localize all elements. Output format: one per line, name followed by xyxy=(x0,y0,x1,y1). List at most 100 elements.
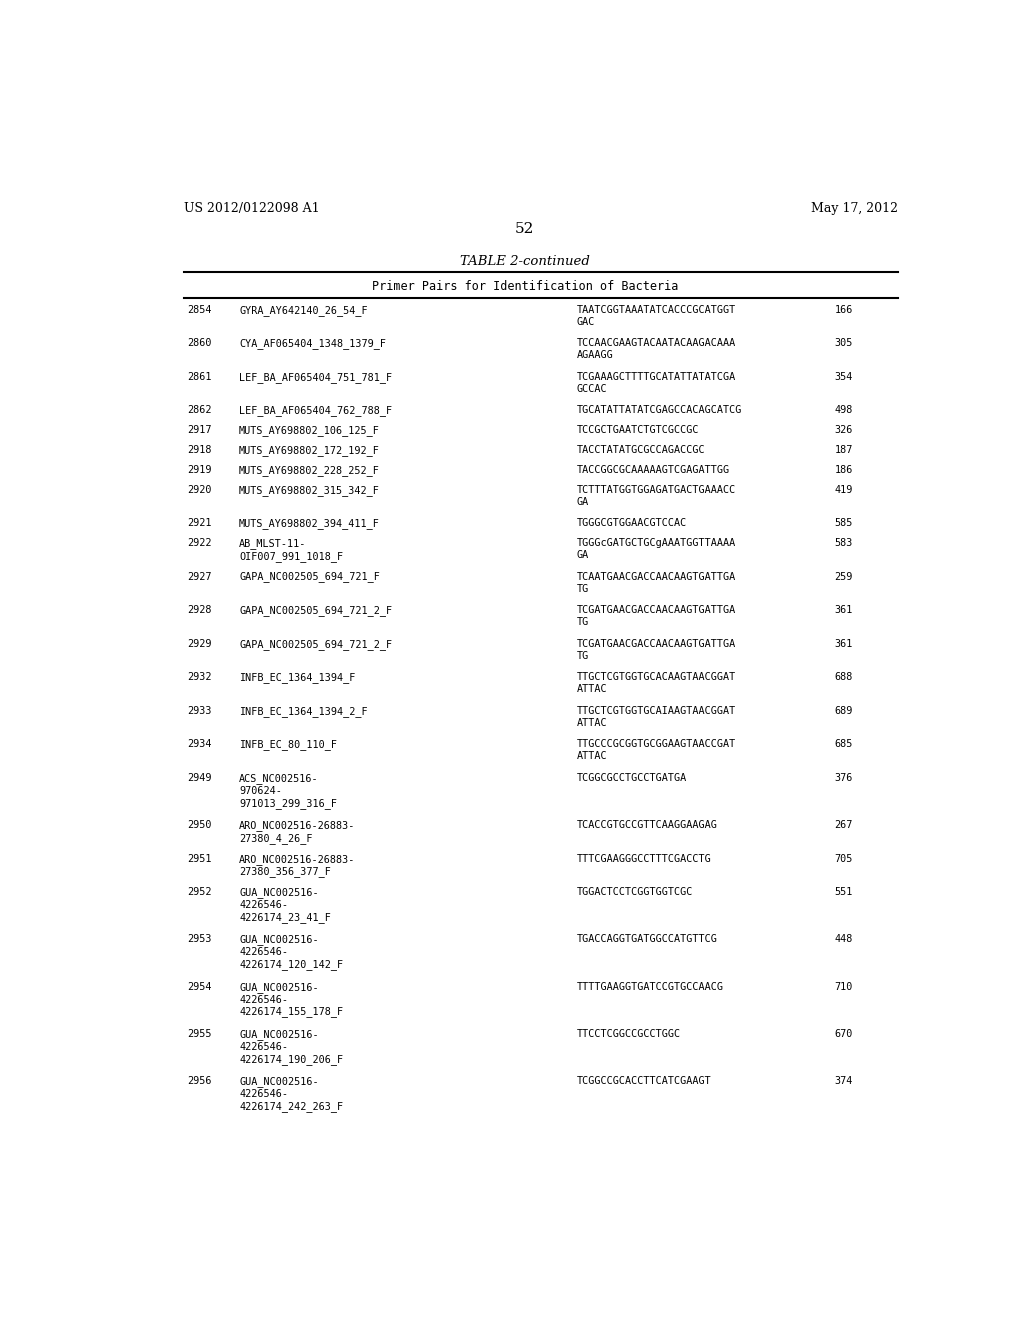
Text: 2952: 2952 xyxy=(187,887,212,898)
Text: 361: 361 xyxy=(835,639,853,648)
Text: TACCTATATGCGCCAGACCGC: TACCTATATGCGCCAGACCGC xyxy=(577,445,705,455)
Text: 374: 374 xyxy=(835,1076,853,1086)
Text: 305: 305 xyxy=(835,338,853,348)
Text: CYA_AF065404_1348_1379_F: CYA_AF065404_1348_1379_F xyxy=(240,338,386,350)
Text: TTCCTCGGCCGCCTGGC: TTCCTCGGCCGCCTGGC xyxy=(577,1030,681,1039)
Text: 2934: 2934 xyxy=(187,739,212,750)
Text: MUTS_AY698802_172_192_F: MUTS_AY698802_172_192_F xyxy=(240,445,380,455)
Text: ACS_NC002516-
970624-
971013_299_316_F: ACS_NC002516- 970624- 971013_299_316_F xyxy=(240,772,337,809)
Text: TTGCCCGCGGTGCGGAAGTAACCGAT
ATTAC: TTGCCCGCGGTGCGGAAGTAACCGAT ATTAC xyxy=(577,739,735,762)
Text: TTGCTCGTGGTGCAIAAGTAACGGAT
ATTAC: TTGCTCGTGGTGCAIAAGTAACGGAT ATTAC xyxy=(577,706,735,727)
Text: 685: 685 xyxy=(835,739,853,750)
Text: GUA_NC002516-
4226546-
4226174_120_142_F: GUA_NC002516- 4226546- 4226174_120_142_F xyxy=(240,935,343,970)
Text: GUA_NC002516-
4226546-
4226174_155_178_F: GUA_NC002516- 4226546- 4226174_155_178_F xyxy=(240,982,343,1018)
Text: TCGAAAGCTTTTGCATATTATATCGA
GCCAC: TCGAAAGCTTTTGCATATTATATCGA GCCAC xyxy=(577,372,735,393)
Text: GUA_NC002516-
4226546-
4226174_190_206_F: GUA_NC002516- 4226546- 4226174_190_206_F xyxy=(240,1030,343,1065)
Text: 2953: 2953 xyxy=(187,935,212,944)
Text: MUTS_AY698802_106_125_F: MUTS_AY698802_106_125_F xyxy=(240,425,380,436)
Text: TCGGCGCCTGCCTGATGA: TCGGCGCCTGCCTGATGA xyxy=(577,772,687,783)
Text: TCGGCCGCACCTTCATCGAAGT: TCGGCCGCACCTTCATCGAAGT xyxy=(577,1076,711,1086)
Text: 2920: 2920 xyxy=(187,484,212,495)
Text: TGGGCGTGGAACGTCCAC: TGGGCGTGGAACGTCCAC xyxy=(577,519,687,528)
Text: TTTTGAAGGTGATCCGTGCCAACG: TTTTGAAGGTGATCCGTGCCAACG xyxy=(577,982,723,991)
Text: MUTS_AY698802_394_411_F: MUTS_AY698802_394_411_F xyxy=(240,519,380,529)
Text: GYRA_AY642140_26_54_F: GYRA_AY642140_26_54_F xyxy=(240,305,368,315)
Text: GUA_NC002516-
4226546-
4226174_23_41_F: GUA_NC002516- 4226546- 4226174_23_41_F xyxy=(240,887,331,923)
Text: 498: 498 xyxy=(835,405,853,416)
Text: 688: 688 xyxy=(835,672,853,682)
Text: TACCGGCGCAAAAAGTCGAGATTGG: TACCGGCGCAAAAAGTCGAGATTGG xyxy=(577,465,729,475)
Text: 2919: 2919 xyxy=(187,465,212,475)
Text: 2950: 2950 xyxy=(187,820,212,830)
Text: 2860: 2860 xyxy=(187,338,212,348)
Text: TCCAACGAAGTACAATACAAGACAAA
AGAAGG: TCCAACGAAGTACAATACAAGACAAA AGAAGG xyxy=(577,338,735,360)
Text: 186: 186 xyxy=(835,465,853,475)
Text: US 2012/0122098 A1: US 2012/0122098 A1 xyxy=(183,202,319,215)
Text: 166: 166 xyxy=(835,305,853,314)
Text: GAPA_NC002505_694_721_2_F: GAPA_NC002505_694_721_2_F xyxy=(240,639,392,649)
Text: LEF_BA_AF065404_762_788_F: LEF_BA_AF065404_762_788_F xyxy=(240,405,392,416)
Text: 585: 585 xyxy=(835,519,853,528)
Text: 583: 583 xyxy=(835,539,853,548)
Text: TCGATGAACGACCAACAAGTGATTGA
TG: TCGATGAACGACCAACAAGTGATTGA TG xyxy=(577,605,735,627)
Text: TCAATGAACGACCAACAAGTGATTGA
TG: TCAATGAACGACCAACAAGTGATTGA TG xyxy=(577,572,735,594)
Text: TCGATGAACGACCAACAAGTGATTGA
TG: TCGATGAACGACCAACAAGTGATTGA TG xyxy=(577,639,735,660)
Text: TTGCTCGTGGTGCACAAGTAACGGAT
ATTAC: TTGCTCGTGGTGCACAAGTAACGGAT ATTAC xyxy=(577,672,735,694)
Text: GUA_NC002516-
4226546-
4226174_242_263_F: GUA_NC002516- 4226546- 4226174_242_263_F xyxy=(240,1076,343,1111)
Text: ARO_NC002516-26883-
27380_4_26_F: ARO_NC002516-26883- 27380_4_26_F xyxy=(240,820,355,843)
Text: 267: 267 xyxy=(835,820,853,830)
Text: 2956: 2956 xyxy=(187,1076,212,1086)
Text: 448: 448 xyxy=(835,935,853,944)
Text: INFB_EC_80_110_F: INFB_EC_80_110_F xyxy=(240,739,337,750)
Text: 689: 689 xyxy=(835,706,853,715)
Text: TCACCGTGCCGTTCAAGGAAGAG: TCACCGTGCCGTTCAAGGAAGAG xyxy=(577,820,717,830)
Text: 2921: 2921 xyxy=(187,519,212,528)
Text: TGGACTCCTCGGTGGTCGC: TGGACTCCTCGGTGGTCGC xyxy=(577,887,693,898)
Text: May 17, 2012: May 17, 2012 xyxy=(811,202,898,215)
Text: GAPA_NC002505_694_721_F: GAPA_NC002505_694_721_F xyxy=(240,572,380,582)
Text: TGCATATTATATCGAGCCACAGCATCG: TGCATATTATATCGAGCCACAGCATCG xyxy=(577,405,741,416)
Text: 2918: 2918 xyxy=(187,445,212,455)
Text: 710: 710 xyxy=(835,982,853,991)
Text: 2949: 2949 xyxy=(187,772,212,783)
Text: 419: 419 xyxy=(835,484,853,495)
Text: 705: 705 xyxy=(835,854,853,863)
Text: 361: 361 xyxy=(835,605,853,615)
Text: Primer Pairs for Identification of Bacteria: Primer Pairs for Identification of Bacte… xyxy=(372,280,678,293)
Text: 2917: 2917 xyxy=(187,425,212,436)
Text: AB_MLST-11-
OIF007_991_1018_F: AB_MLST-11- OIF007_991_1018_F xyxy=(240,539,343,562)
Text: 259: 259 xyxy=(835,572,853,582)
Text: MUTS_AY698802_315_342_F: MUTS_AY698802_315_342_F xyxy=(240,484,380,495)
Text: 187: 187 xyxy=(835,445,853,455)
Text: 2861: 2861 xyxy=(187,372,212,381)
Text: 2933: 2933 xyxy=(187,706,212,715)
Text: TAATCGGTAAATATCACCCGCATGGT
GAC: TAATCGGTAAATATCACCCGCATGGT GAC xyxy=(577,305,735,327)
Text: TCTTTATGGTGGAGATGACTGAAACC
GA: TCTTTATGGTGGAGATGACTGAAACC GA xyxy=(577,484,735,507)
Text: INFB_EC_1364_1394_F: INFB_EC_1364_1394_F xyxy=(240,672,355,682)
Text: 326: 326 xyxy=(835,425,853,436)
Text: 2954: 2954 xyxy=(187,982,212,991)
Text: GAPA_NC002505_694_721_2_F: GAPA_NC002505_694_721_2_F xyxy=(240,605,392,616)
Text: 2862: 2862 xyxy=(187,405,212,416)
Text: 670: 670 xyxy=(835,1030,853,1039)
Text: TGGGcGATGCTGCgAAATGGTTAAAA
GA: TGGGcGATGCTGCgAAATGGTTAAAA GA xyxy=(577,539,735,560)
Text: 2932: 2932 xyxy=(187,672,212,682)
Text: TCCGCTGAATCTGTCGCCGC: TCCGCTGAATCTGTCGCCGC xyxy=(577,425,699,436)
Text: TTTCGAAGGGCCTTTCGACCTG: TTTCGAAGGGCCTTTCGACCTG xyxy=(577,854,711,863)
Text: TGACCAGGTGATGGCCATGTTCG: TGACCAGGTGATGGCCATGTTCG xyxy=(577,935,717,944)
Text: MUTS_AY698802_228_252_F: MUTS_AY698802_228_252_F xyxy=(240,465,380,475)
Text: 551: 551 xyxy=(835,887,853,898)
Text: ARO_NC002516-26883-
27380_356_377_F: ARO_NC002516-26883- 27380_356_377_F xyxy=(240,854,355,878)
Text: TABLE 2-continued: TABLE 2-continued xyxy=(460,255,590,268)
Text: 2929: 2929 xyxy=(187,639,212,648)
Text: LEF_BA_AF065404_751_781_F: LEF_BA_AF065404_751_781_F xyxy=(240,372,392,383)
Text: 2927: 2927 xyxy=(187,572,212,582)
Text: INFB_EC_1364_1394_2_F: INFB_EC_1364_1394_2_F xyxy=(240,706,368,717)
Text: 2928: 2928 xyxy=(187,605,212,615)
Text: 2922: 2922 xyxy=(187,539,212,548)
Text: 376: 376 xyxy=(835,772,853,783)
Text: 2955: 2955 xyxy=(187,1030,212,1039)
Text: 2854: 2854 xyxy=(187,305,212,314)
Text: 52: 52 xyxy=(515,223,535,236)
Text: 2951: 2951 xyxy=(187,854,212,863)
